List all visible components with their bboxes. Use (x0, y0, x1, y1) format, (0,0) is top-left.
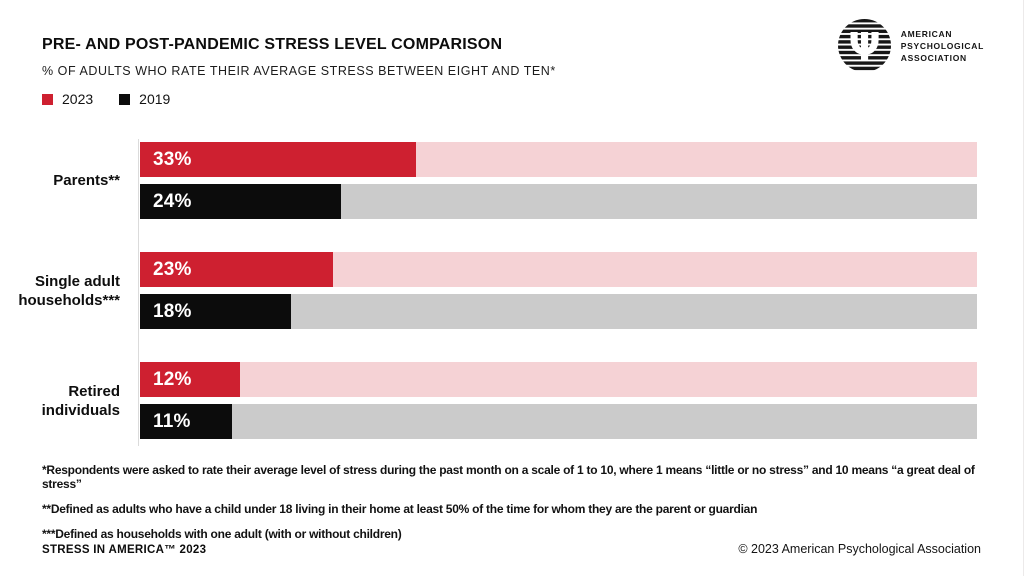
chart-rows: Parents** 33% 24% Single adult household… (0, 142, 977, 439)
bar-chart: Parents** 33% 24% Single adult household… (0, 142, 977, 439)
bar-fill: 33% (140, 142, 417, 177)
bar-value-label: 24% (153, 190, 192, 212)
legend-swatch-icon (119, 93, 131, 105)
bar-fill: 18% (140, 294, 291, 329)
bar-track: 11% (140, 404, 977, 439)
bar-value-label: 12% (153, 368, 192, 390)
bar-value-label: 18% (153, 300, 192, 322)
legend-item: 2019 (119, 91, 170, 107)
bar-track: 23% (140, 252, 977, 287)
legend: 2023 2019 (42, 91, 556, 107)
svg-text:Ψ: Ψ (848, 25, 880, 69)
bar-track: 18% (140, 294, 977, 329)
bar-value-label: 23% (153, 258, 192, 280)
footnote-text: **Defined as adults who have a child und… (42, 502, 758, 516)
bar-fill: 11% (140, 404, 233, 439)
footer: STRESS IN AMERICA™ 2023 © 2023 American … (42, 542, 981, 556)
bar-value-label: 33% (153, 148, 192, 170)
legend-label: 2019 (139, 91, 171, 107)
logo-text-line: AMERICAN (900, 28, 953, 39)
apa-psi-logo-icon: Ψ (837, 19, 891, 72)
bar-track: 24% (140, 184, 977, 219)
legend-swatch-icon (42, 93, 53, 105)
footer-brand: STRESS IN AMERICA™ 2023 (42, 544, 207, 556)
footnote-text: ***Defined as households with one adult … (42, 527, 402, 541)
bar-track: 33% (140, 142, 977, 177)
logo-text-line: ASSOCIATION (900, 52, 967, 63)
category-label: Parents** (53, 172, 120, 189)
bar-track: 12% (140, 362, 977, 397)
footer-copyright: © 2023 American Psychological Associatio… (738, 542, 981, 556)
bar-group: 12% 11% (140, 362, 977, 439)
footnotes: *Respondents were asked to rate their av… (42, 463, 983, 552)
apa-logo-text: AMERICAN PSYCHOLOGICAL ASSOCIATION (901, 28, 984, 64)
chart-row: Single adult households*** 23% 18% (0, 252, 977, 329)
bar-fill: 23% (140, 252, 333, 287)
category-label: Single adult households*** (18, 272, 120, 309)
legend-label: 2023 (62, 91, 94, 107)
bar-group: 33% 24% (140, 142, 977, 219)
axis-line (138, 139, 139, 446)
chart-row: Retired individuals 12% 11% (0, 362, 977, 439)
bar-value-label: 11% (153, 410, 191, 432)
footnote-text: *Respondents were asked to rate their av… (42, 463, 975, 491)
legend-item: 2023 (42, 91, 93, 107)
chart-row: Parents** 33% 24% (0, 142, 977, 219)
category-label: Retired individuals (41, 382, 120, 419)
apa-logo: Ψ AMERICAN PSYCHOLOGICAL ASSOCIATION (837, 19, 984, 72)
chart-header: PRE- AND POST-PANDEMIC STRESS LEVEL COMP… (42, 36, 556, 107)
bar-fill: 24% (140, 184, 341, 219)
logo-text-line: PSYCHOLOGICAL (900, 40, 984, 51)
bar-fill: 12% (140, 362, 241, 397)
page-subtitle: % OF ADULTS WHO RATE THEIR AVERAGE STRES… (42, 64, 556, 78)
page-title: PRE- AND POST-PANDEMIC STRESS LEVEL COMP… (42, 36, 503, 53)
bar-group: 23% 18% (140, 252, 977, 329)
